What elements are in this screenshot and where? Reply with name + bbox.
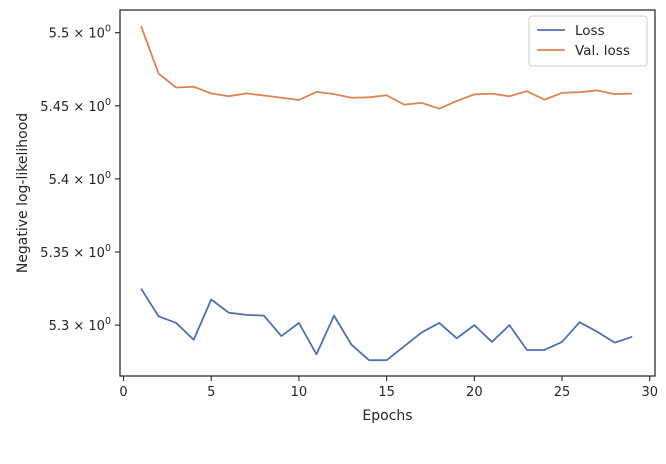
y-tick-label: 5.4 × 100 <box>49 170 111 188</box>
x-tick-label: 0 <box>119 385 127 400</box>
y-axis: 5.3 × 100 5.35 × 100 5.4 × 100 5.45 × 100 5.… <box>40 24 120 334</box>
y-tick-label: 5.45 × 100 <box>40 97 111 115</box>
y-tick-label: 5.3 × 100 <box>49 316 111 334</box>
x-tick-label: 10 <box>291 385 308 400</box>
x-axis: 0 5 10 15 20 25 30 <box>119 376 658 400</box>
series-line-val-loss <box>140 25 633 110</box>
legend-label: Loss <box>575 23 605 39</box>
x-tick-label: 5 <box>207 385 215 400</box>
series-layer <box>140 25 633 362</box>
y-tick-label: 5.35 × 100 <box>40 243 111 261</box>
legend-label: Val. loss <box>575 43 630 59</box>
y-axis-label: Negative log-likelihood <box>15 113 31 273</box>
legend: Loss Val. loss <box>528 15 648 67</box>
y-tick-label: 5.5 × 100 <box>49 24 111 42</box>
series-line-loss <box>140 288 633 362</box>
x-axis-label: Epochs <box>362 408 412 424</box>
x-tick-label: 25 <box>554 385 571 400</box>
plot-frame <box>119 9 656 377</box>
legend-box <box>528 15 648 67</box>
x-tick-label: 30 <box>641 385 658 400</box>
x-tick-label: 15 <box>378 385 395 400</box>
x-tick-label: 20 <box>466 385 483 400</box>
